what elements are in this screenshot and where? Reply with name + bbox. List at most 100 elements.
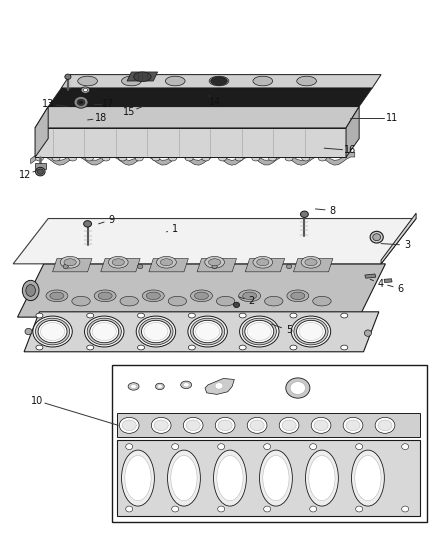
Ellipse shape xyxy=(375,417,395,433)
Ellipse shape xyxy=(263,455,289,501)
Ellipse shape xyxy=(138,345,145,350)
Ellipse shape xyxy=(217,455,243,501)
Text: 11: 11 xyxy=(386,114,398,123)
Ellipse shape xyxy=(257,259,269,265)
Ellipse shape xyxy=(218,443,225,450)
Ellipse shape xyxy=(195,322,219,341)
Polygon shape xyxy=(35,107,48,157)
Polygon shape xyxy=(35,163,46,169)
Ellipse shape xyxy=(63,264,68,269)
Ellipse shape xyxy=(318,156,326,161)
Ellipse shape xyxy=(239,313,246,318)
Ellipse shape xyxy=(50,292,64,300)
Ellipse shape xyxy=(183,383,189,387)
Ellipse shape xyxy=(314,420,328,431)
Ellipse shape xyxy=(142,290,164,302)
Ellipse shape xyxy=(36,345,43,350)
Polygon shape xyxy=(18,264,385,317)
Ellipse shape xyxy=(233,302,240,308)
Ellipse shape xyxy=(112,259,124,265)
Ellipse shape xyxy=(286,264,292,269)
Ellipse shape xyxy=(128,383,139,390)
Text: 6: 6 xyxy=(398,284,404,294)
Ellipse shape xyxy=(72,296,90,306)
Ellipse shape xyxy=(239,290,261,302)
Ellipse shape xyxy=(135,156,143,161)
Polygon shape xyxy=(293,259,333,272)
Ellipse shape xyxy=(36,313,43,318)
Ellipse shape xyxy=(356,443,363,450)
Ellipse shape xyxy=(167,450,200,506)
Ellipse shape xyxy=(265,296,283,306)
Ellipse shape xyxy=(250,420,264,431)
Ellipse shape xyxy=(291,292,305,300)
Ellipse shape xyxy=(65,74,71,79)
Ellipse shape xyxy=(35,318,70,345)
Ellipse shape xyxy=(46,290,68,302)
Ellipse shape xyxy=(290,345,297,350)
Text: 9: 9 xyxy=(109,215,115,224)
Ellipse shape xyxy=(247,322,271,341)
Ellipse shape xyxy=(209,76,229,86)
Polygon shape xyxy=(381,213,416,264)
Ellipse shape xyxy=(402,506,409,512)
Ellipse shape xyxy=(343,417,363,433)
Ellipse shape xyxy=(35,156,43,161)
Ellipse shape xyxy=(154,420,168,431)
Ellipse shape xyxy=(158,385,162,388)
Ellipse shape xyxy=(141,320,170,343)
Ellipse shape xyxy=(138,313,145,318)
Ellipse shape xyxy=(172,506,179,512)
Ellipse shape xyxy=(302,156,310,161)
Ellipse shape xyxy=(85,316,124,347)
Ellipse shape xyxy=(98,292,112,300)
Ellipse shape xyxy=(25,328,32,335)
Ellipse shape xyxy=(286,378,310,398)
Ellipse shape xyxy=(191,290,212,302)
Ellipse shape xyxy=(264,506,271,512)
Ellipse shape xyxy=(119,417,139,433)
Text: 14: 14 xyxy=(208,98,221,107)
Ellipse shape xyxy=(87,313,94,318)
Ellipse shape xyxy=(290,313,297,318)
Text: 8: 8 xyxy=(330,206,336,215)
Ellipse shape xyxy=(90,320,119,343)
Ellipse shape xyxy=(268,156,276,161)
Ellipse shape xyxy=(188,313,195,318)
Ellipse shape xyxy=(378,420,392,431)
Ellipse shape xyxy=(364,330,371,336)
Ellipse shape xyxy=(245,320,274,343)
Ellipse shape xyxy=(235,156,243,161)
Ellipse shape xyxy=(247,417,267,433)
Ellipse shape xyxy=(264,443,271,450)
Ellipse shape xyxy=(291,316,331,347)
Ellipse shape xyxy=(35,167,45,176)
Ellipse shape xyxy=(79,101,83,103)
Text: 15: 15 xyxy=(123,107,135,117)
Ellipse shape xyxy=(94,290,116,302)
Ellipse shape xyxy=(168,296,187,306)
Ellipse shape xyxy=(40,322,64,341)
Ellipse shape xyxy=(202,156,210,161)
Polygon shape xyxy=(61,75,381,88)
Ellipse shape xyxy=(152,417,171,433)
Ellipse shape xyxy=(139,318,173,345)
Ellipse shape xyxy=(87,345,94,350)
Ellipse shape xyxy=(52,156,60,161)
Ellipse shape xyxy=(305,450,338,506)
Ellipse shape xyxy=(252,156,260,161)
Ellipse shape xyxy=(26,285,35,296)
Text: 10: 10 xyxy=(31,396,43,406)
Ellipse shape xyxy=(211,77,227,85)
Ellipse shape xyxy=(171,455,197,501)
Text: 16: 16 xyxy=(344,146,357,155)
Polygon shape xyxy=(35,128,346,157)
Ellipse shape xyxy=(85,156,93,161)
Ellipse shape xyxy=(102,156,110,161)
Ellipse shape xyxy=(37,169,43,174)
Text: 4: 4 xyxy=(378,279,384,288)
Ellipse shape xyxy=(305,259,317,265)
Ellipse shape xyxy=(191,318,225,345)
Ellipse shape xyxy=(126,506,133,512)
Ellipse shape xyxy=(351,450,385,506)
